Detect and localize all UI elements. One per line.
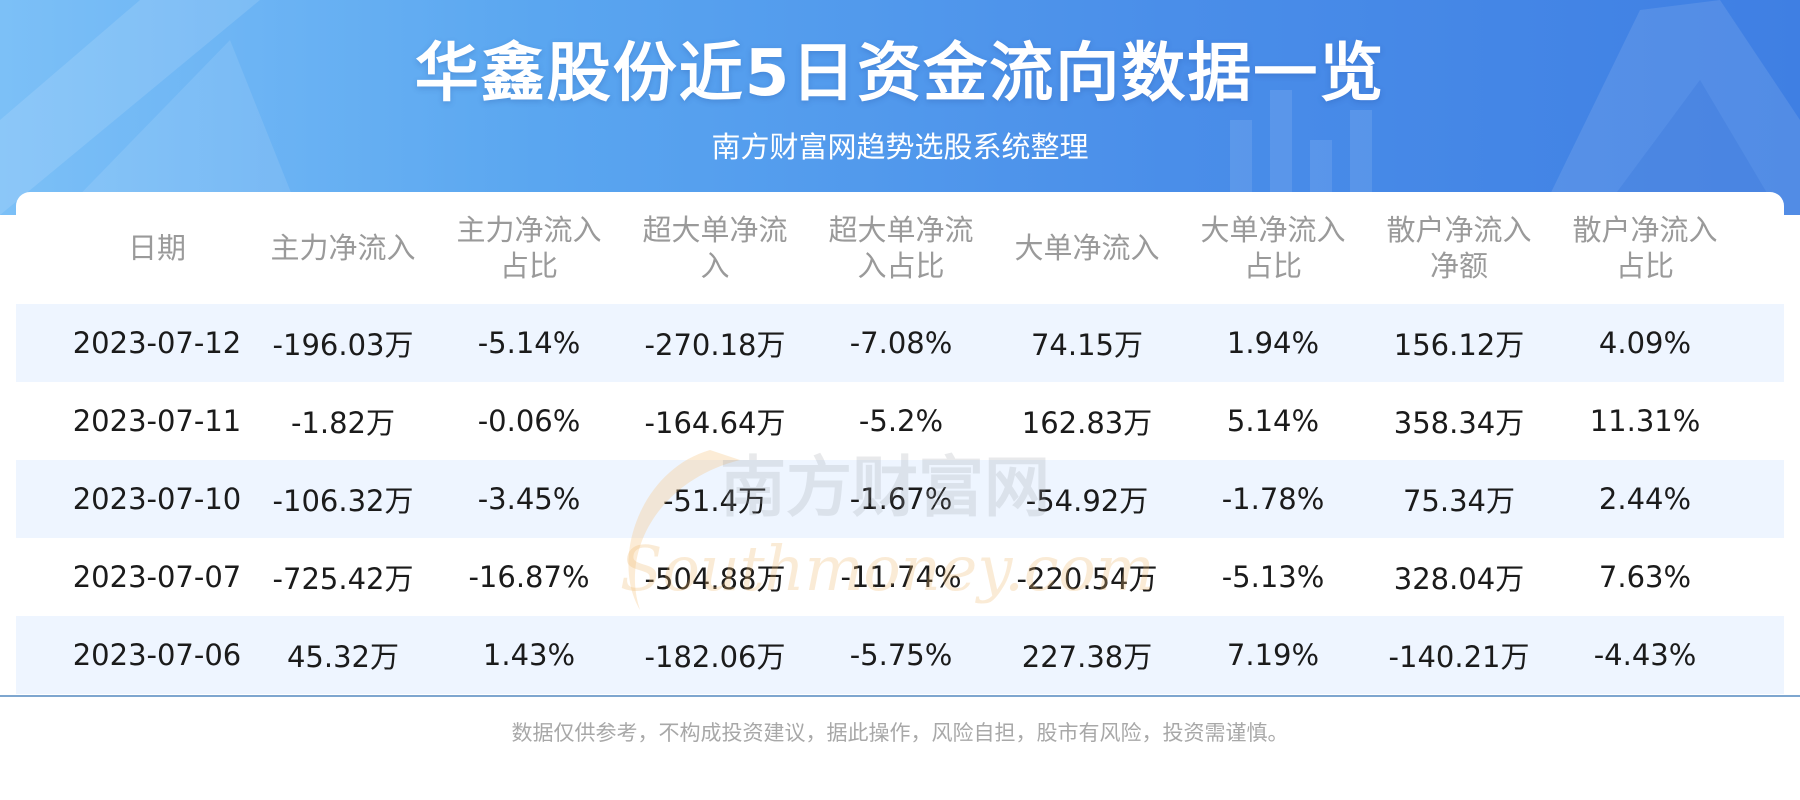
table-cell: 11.31% [1589, 404, 1701, 438]
page-title: 华鑫股份近5日资金流向数据一览 [414, 37, 1386, 111]
table-cell: -725.42万 [272, 562, 414, 596]
table-cell: 162.83万 [1021, 406, 1153, 440]
table-cell: -1.67% [849, 482, 953, 516]
table-cell: -1.78% [1221, 482, 1325, 516]
table-cell: 7.19% [1226, 638, 1320, 672]
header-banner: 华鑫股份近5日资金流向数据一览 南方财富网趋势选股系统整理 [0, 0, 1800, 215]
header-cell: 散户净流入占比 [1572, 213, 1718, 283]
table-cell: 1.94% [1226, 326, 1320, 360]
header-cell: 大单净流入占比 [1200, 213, 1346, 283]
header-cell: 主力净流入 [270, 231, 416, 265]
table-cell: 2.44% [1598, 482, 1692, 516]
table-cell: 358.34万 [1393, 406, 1525, 440]
table-cell: -5.75% [849, 638, 953, 672]
header-cell: 大单净流入 [1014, 231, 1160, 265]
table-cell: -1.82万 [290, 406, 396, 440]
table-cell: -4.43% [1593, 638, 1697, 672]
table-cell: 2023-07-11 [72, 404, 242, 438]
table-cell: -182.06万 [644, 640, 786, 674]
table-cell: 4.09% [1598, 326, 1692, 360]
table-cell: -270.18万 [644, 328, 786, 362]
table-cell: 45.32万 [286, 640, 400, 674]
banner-decoration [0, 0, 1800, 215]
table-cell: -140.21万 [1388, 640, 1530, 674]
fund-flow-table: 日期 主力净流入 主力净流入占比 超大单净流入 超大单净流入占比 大单净流入 大… [16, 192, 1784, 694]
header-cell: 日期 [127, 231, 186, 265]
table-cell: 5.14% [1226, 404, 1320, 438]
header-cell: 超大单净流入占比 [828, 213, 974, 283]
table-cell: 74.15万 [1030, 328, 1144, 362]
table-row: 2023-07-06 45.32万 1.43% -182.06万 -5.75% … [16, 616, 1784, 694]
header-cell: 主力净流入占比 [456, 213, 602, 283]
table-cell: -7.08% [849, 326, 953, 360]
table-cell: -5.2% [858, 404, 944, 438]
table-row: 2023-07-11 -1.82万 -0.06% -164.64万 -5.2% … [16, 382, 1784, 460]
table-cell: -5.13% [1221, 560, 1325, 594]
table-cell: -220.54万 [1016, 562, 1158, 596]
table-row: 2023-07-12 -196.03万 -5.14% -270.18万 -7.0… [16, 304, 1784, 382]
table-cell: 156.12万 [1393, 328, 1525, 362]
table-bottom-divider [0, 695, 1800, 697]
header-cell: 散户净流入净额 [1386, 213, 1532, 283]
table-cell: 7.63% [1598, 560, 1692, 594]
footer-disclaimer: 数据仅供参考，不构成投资建议，据此操作，风险自担，股市有风险，投资需谨慎。 [511, 721, 1289, 745]
table-cell: 2023-07-10 [72, 482, 242, 516]
table-row: 2023-07-07 -725.42万 -16.87% -504.88万 -11… [16, 538, 1784, 616]
table-cell: -3.45% [477, 482, 581, 516]
table-cell: 1.43% [482, 638, 576, 672]
table-row: 2023-07-10 -106.32万 -3.45% -51.4万 -1.67%… [16, 460, 1784, 538]
table-header-row: 日期 主力净流入 主力净流入占比 超大单净流入 超大单净流入占比 大单净流入 大… [16, 192, 1784, 304]
data-table-card: 日期 主力净流入 主力净流入占比 超大单净流入 超大单净流入占比 大单净流入 大… [16, 192, 1784, 696]
table-cell: -54.92万 [1025, 484, 1149, 518]
table-cell: -0.06% [477, 404, 581, 438]
table-cell: -16.87% [468, 560, 590, 594]
table-cell: 2023-07-12 [72, 326, 242, 360]
table-cell: -106.32万 [272, 484, 414, 518]
table-cell: -11.74% [840, 560, 962, 594]
table-cell: -504.88万 [644, 562, 786, 596]
table-cell: -51.4万 [662, 484, 768, 518]
table-cell: 75.34万 [1402, 484, 1516, 518]
table-cell: 328.04万 [1393, 562, 1525, 596]
table-cell: 227.38万 [1021, 640, 1153, 674]
table-cell: 2023-07-06 [72, 638, 242, 672]
page-subtitle: 南方财富网趋势选股系统整理 [711, 130, 1089, 164]
table-cell: -196.03万 [272, 328, 414, 362]
table-cell: -164.64万 [644, 406, 786, 440]
header-cell: 超大单净流入 [642, 213, 788, 283]
table-cell: 2023-07-07 [72, 560, 242, 594]
table-cell: -5.14% [477, 326, 581, 360]
